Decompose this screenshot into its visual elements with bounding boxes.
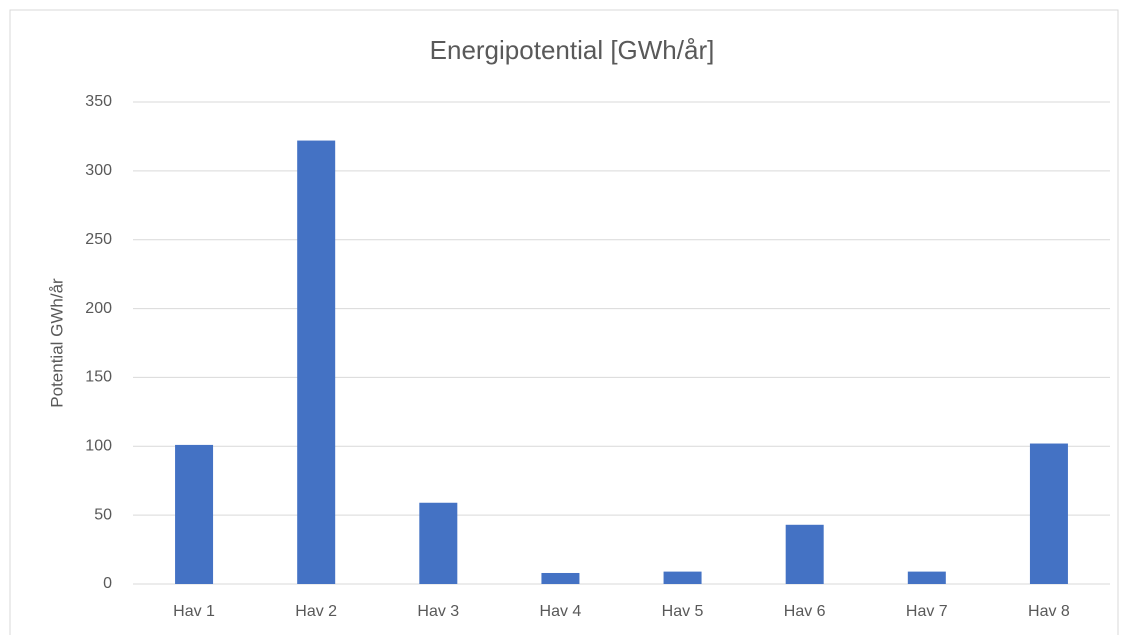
x-tick-label: Hav 3 xyxy=(417,603,459,620)
bar xyxy=(175,444,214,584)
bar xyxy=(663,571,702,584)
y-tick-label: 350 xyxy=(85,93,112,110)
y-tick-label: 100 xyxy=(85,438,112,455)
y-tick-label: 200 xyxy=(85,300,112,317)
chart-title: Energipotential [GWh/år] xyxy=(430,35,715,65)
bar xyxy=(785,524,824,584)
y-tick-label: 150 xyxy=(85,369,112,386)
bar xyxy=(1029,443,1068,584)
x-tick-label: Hav 2 xyxy=(295,603,337,620)
y-tick-label: 250 xyxy=(85,231,112,248)
y-tick-label: 50 xyxy=(94,506,112,523)
y-axis-label: Potential GWh/år xyxy=(47,278,66,408)
bar xyxy=(297,140,336,584)
x-tick-label: Hav 7 xyxy=(906,603,948,620)
y-tick-label: 0 xyxy=(103,575,112,592)
bar xyxy=(419,502,458,584)
bar xyxy=(907,571,946,584)
bar xyxy=(541,572,580,584)
y-tick-label: 300 xyxy=(85,162,112,179)
x-tick-label: Hav 8 xyxy=(1028,603,1070,620)
x-tick-label: Hav 4 xyxy=(540,603,582,620)
x-tick-label: Hav 5 xyxy=(662,603,704,620)
x-tick-label: Hav 1 xyxy=(173,603,215,620)
x-tick-label: Hav 6 xyxy=(784,603,826,620)
